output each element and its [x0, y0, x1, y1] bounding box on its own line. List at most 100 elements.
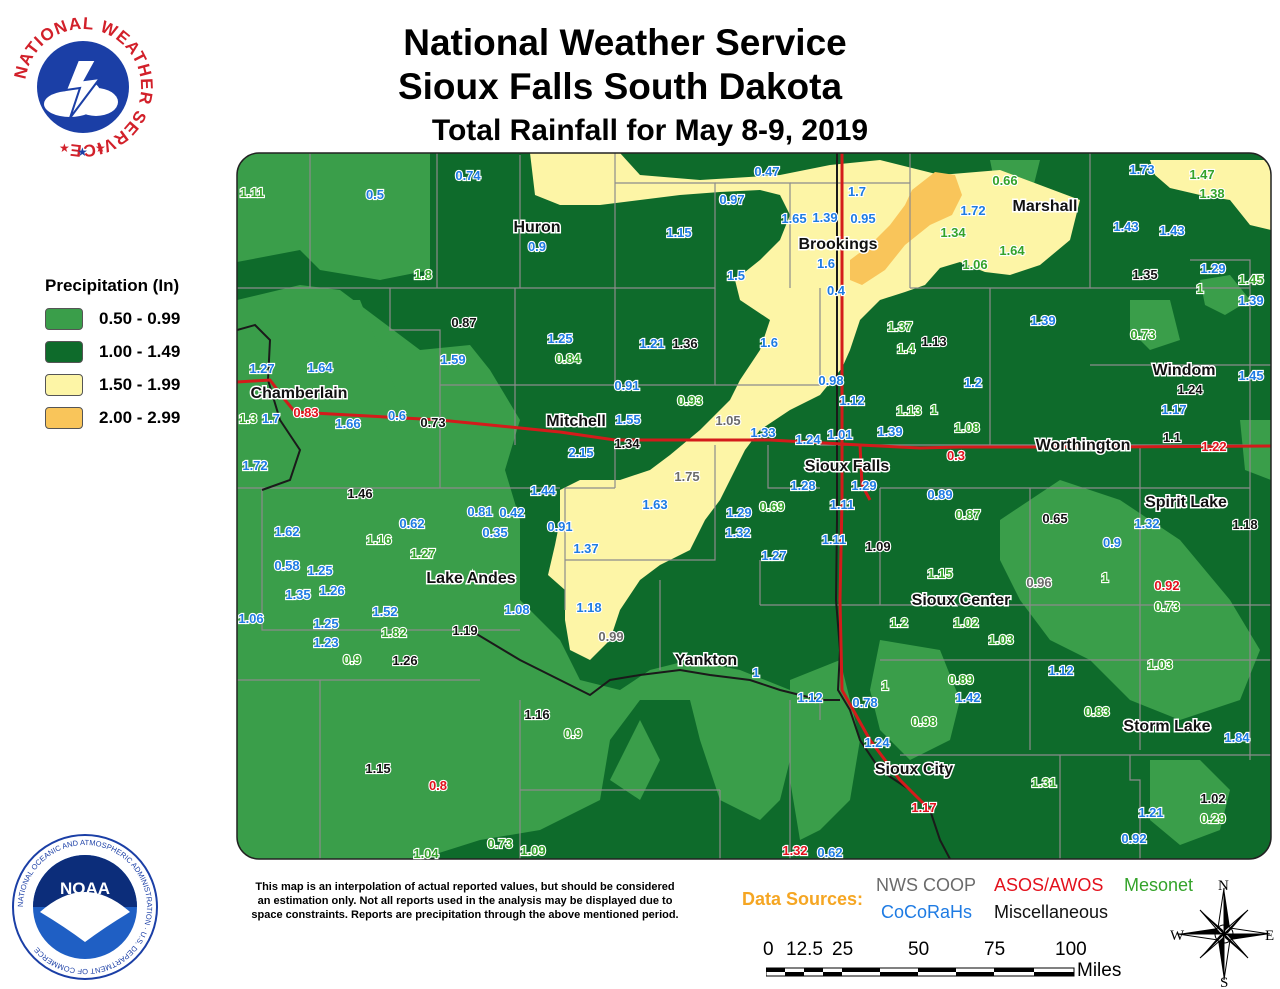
- rainfall-value: 1.08: [954, 420, 979, 435]
- city-label: Huron: [513, 219, 560, 236]
- nws-logo: NATIONAL WEATHER SERVICE ★ ★ ★: [8, 12, 158, 167]
- scale-tick-label: 12.5: [786, 939, 823, 960]
- rainfall-value: 1.27: [249, 361, 274, 376]
- rainfall-value: 1.24: [864, 735, 890, 750]
- rainfall-value: 1.7: [848, 184, 866, 199]
- legend: Precipitation (In) 0.50 - 0.99 1.00 - 1.…: [45, 276, 180, 434]
- rainfall-value: 1.6: [817, 256, 835, 271]
- rainfall-value: 1.37: [887, 319, 912, 334]
- legend-item: 1.00 - 1.49: [45, 335, 180, 368]
- rainfall-value: 0.93: [677, 393, 702, 408]
- rainfall-value: 1.25: [547, 331, 572, 346]
- city-label: Sioux Center: [912, 592, 1011, 609]
- rainfall-value: 1.43: [1159, 223, 1184, 238]
- noaa-logo: NOAA NATIONAL OCEANIC AND ATMOSPHERIC AD…: [10, 832, 160, 987]
- rainfall-value: 1.11: [822, 532, 847, 547]
- disclaimer-line: an estimation only. Not all reports used…: [257, 895, 673, 907]
- rainfall-value: 1.06: [962, 257, 987, 272]
- rainfall-value: 1.16: [524, 707, 549, 722]
- rainfall-value: 1.02: [953, 615, 978, 630]
- rainfall-value: 1.29: [726, 505, 751, 520]
- legend-title: Precipitation (In): [45, 276, 180, 295]
- state-lines: [237, 153, 951, 859]
- rainfall-value: 1.12: [797, 690, 822, 705]
- rainfall-value: 1.24: [795, 432, 821, 447]
- rainfall-value: 1.63: [642, 497, 667, 512]
- rainfall-value: 1.42: [955, 690, 980, 705]
- title-line-3: Total Rainfall for May 8-9, 2019: [431, 114, 869, 147]
- rainfall-value: 1: [752, 665, 759, 680]
- rainfall-value: 1.16: [366, 532, 391, 547]
- map-body: [237, 153, 1271, 859]
- rainfall-value: 1.62: [274, 524, 299, 539]
- rainfall-value: 1.2: [964, 375, 982, 390]
- rainfall-value: 1.5: [727, 268, 745, 283]
- rainfall-value: 1.19: [452, 623, 477, 638]
- scale-tick-label: 50: [908, 939, 930, 960]
- rainfall-value: 1.46: [347, 486, 372, 501]
- rainfall-value: 0.9: [528, 239, 546, 254]
- rainfall-value: 1.12: [839, 393, 864, 408]
- rainfall-value: 1.33: [750, 425, 775, 440]
- scale-bar: [766, 967, 1075, 977]
- rainfall-value: 1.11: [830, 497, 855, 512]
- rainfall-value: 1.64: [307, 360, 333, 375]
- source-cocorahs: CoCoRaHs: [881, 902, 973, 922]
- yellow-zones: [530, 153, 1271, 660]
- rainfall-value: 0.87: [451, 315, 476, 330]
- rainfall-value: 0.3: [947, 448, 965, 463]
- rainfall-value: 0.89: [927, 487, 952, 502]
- city-label: Brookings: [798, 236, 877, 253]
- legend-item: 2.00 - 2.99: [45, 401, 180, 434]
- rainfall-value: 1.17: [1161, 402, 1186, 417]
- compass-e: E: [1265, 928, 1274, 944]
- map-border: [236, 152, 1272, 860]
- rainfall-value: 1.01: [827, 427, 852, 442]
- rainfall-value: 0.69: [759, 499, 784, 514]
- source-asos: ASOS/AWOS: [994, 875, 1104, 895]
- rainfall-value: 0.62: [399, 516, 424, 531]
- rainfall-value: 0.73: [1154, 599, 1179, 614]
- rainfall-value: 1: [930, 402, 937, 417]
- rainfall-value: 1.09: [520, 843, 545, 858]
- rainfall-value: 0.9: [343, 652, 361, 667]
- rainfall-value: 1.35: [1132, 267, 1157, 282]
- legend-swatch: [45, 340, 83, 363]
- rainfall-value: 1.3: [239, 411, 257, 426]
- rainfall-value: 1.21: [1138, 805, 1163, 820]
- rainfall-value: 1.02: [1200, 791, 1225, 806]
- rainfall-value: 1.55: [615, 412, 640, 427]
- rainfall-value: 0.66: [992, 173, 1017, 188]
- star-icon: ★: [77, 145, 88, 159]
- rainfall-value: 1.73: [1129, 162, 1154, 177]
- rainfall-value: 1.17: [911, 800, 936, 815]
- rainfall-value: 1.27: [761, 548, 786, 563]
- rainfall-value: 1.45: [1238, 368, 1263, 383]
- title-line-1: National Weather Service: [403, 22, 847, 63]
- rainfall-value: 1.13: [921, 334, 946, 349]
- observation-layer: 1.11 0.50.74 0.471.70.661.73 1.471.380.971.…: [237, 161, 1265, 862]
- rainfall-value: 0.92: [1154, 578, 1179, 593]
- legend-label: 2.00 - 2.99: [99, 407, 181, 427]
- rainfall-value: 1.26: [392, 653, 417, 668]
- rainfall-value: 0.89: [948, 672, 973, 687]
- rainfall-value: 0.87: [955, 507, 980, 522]
- rainfall-value: 0.47: [754, 164, 779, 179]
- compass-s: S: [1220, 975, 1228, 989]
- rainfall-value: 1.1: [1163, 430, 1181, 445]
- rainfall-value: 1.2: [890, 615, 908, 630]
- rainfall-value: 1.25: [313, 616, 338, 631]
- rainfall-value: 0.81: [467, 504, 492, 519]
- rainfall-value: 1.6: [760, 335, 778, 350]
- rainfall-value: 1.15: [927, 566, 952, 581]
- rainfall-value: 0.98: [818, 373, 843, 388]
- city-label: Storm Lake: [1123, 718, 1210, 735]
- disclaimer-line: This map is an interpolation of actual r…: [255, 881, 675, 893]
- noaa-wordmark: NOAA: [60, 879, 110, 898]
- legend-swatch: [45, 307, 83, 330]
- rainfall-value: 1.4: [897, 341, 916, 356]
- rainfall-value: 1.39: [1238, 293, 1263, 308]
- rainfall-value: 1.29: [1200, 261, 1225, 276]
- rainfall-value: 1.43: [1113, 219, 1138, 234]
- rainfall-value: 0.98: [911, 714, 936, 729]
